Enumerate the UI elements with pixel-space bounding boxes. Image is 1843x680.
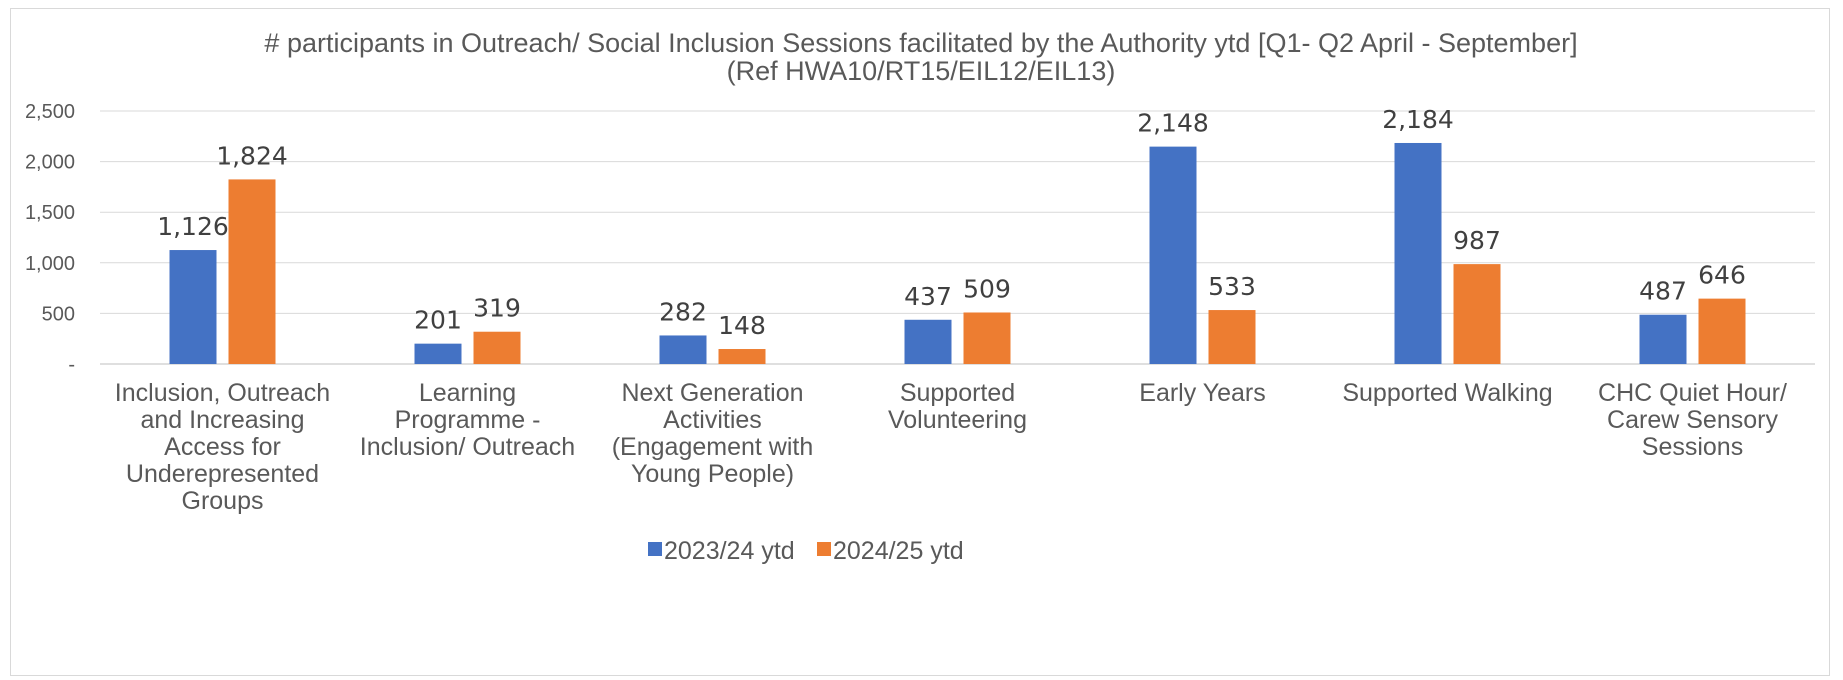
data-label: 487 — [1639, 277, 1687, 306]
data-label: 646 — [1698, 261, 1746, 290]
bar-series2 — [1208, 310, 1256, 364]
category-label: CHC Quiet Hour/Carew Sensory Sessions — [1598, 379, 1787, 461]
bar-series1 — [1149, 146, 1197, 364]
legend: 2023/24 ytd 2024/25 ytd — [648, 537, 964, 565]
category-label-line: Access for — [164, 433, 281, 461]
bar-series2 — [963, 312, 1011, 364]
data-label: 509 — [963, 274, 1011, 303]
data-labels: 1,126 1,824 201 319 282 148 437 509 2,148 533 2,18… — [157, 105, 1746, 340]
category-label-line: Programme - — [395, 406, 541, 434]
category-label-line: Carew Sensory — [1607, 406, 1778, 434]
category-label-line: CHC Quiet Hour/ — [1598, 379, 1787, 407]
y-tick-label: 500 — [42, 303, 75, 325]
category-label-line: Learning — [419, 379, 516, 407]
legend-swatch — [817, 542, 831, 556]
chart-title: # participants in Outreach/ Social Inclu… — [264, 28, 1577, 58]
bars — [169, 142, 1746, 364]
data-label: 2,184 — [1382, 105, 1454, 134]
bar-series1 — [659, 335, 707, 364]
category-label-line: Young People) — [631, 460, 794, 488]
category-label-line: Supported Walking — [1342, 379, 1552, 407]
legend-swatch — [648, 542, 662, 556]
y-tick-label: 1,000 — [25, 253, 75, 275]
bar-series1 — [1639, 314, 1687, 364]
bar-series1 — [904, 319, 952, 364]
bar-series1 — [1394, 142, 1442, 364]
legend-label: 2023/24 ytd — [664, 537, 795, 565]
y-tick-label: 1,500 — [25, 202, 75, 224]
data-label: 437 — [904, 282, 952, 311]
data-label: 533 — [1208, 272, 1256, 301]
data-label: 201 — [414, 306, 462, 335]
y-tick-label: 2,500 — [25, 101, 75, 123]
category-label-line: (Engagement with — [612, 433, 814, 461]
bar-series2 — [1698, 298, 1746, 364]
bar-series1 — [169, 250, 217, 364]
category-label-line: Groups — [182, 487, 264, 515]
bar-series2 — [473, 331, 521, 364]
y-tick-label: 2,000 — [25, 152, 75, 174]
category-label-line: Inclusion/ Outreach — [360, 433, 575, 461]
category-label-line: Early Years — [1139, 379, 1265, 407]
bar-series2 — [718, 349, 766, 364]
category-label: Early Years — [1139, 379, 1265, 407]
y-axis-ticks: - 500 1,000 1,500 2,000 2,500 — [25, 101, 75, 376]
bar-series1 — [414, 343, 462, 364]
gridlines — [100, 110, 1815, 365]
bar-series2 — [228, 179, 276, 364]
category-label-line: Sessions — [1642, 433, 1743, 461]
data-label: 1,824 — [216, 141, 288, 170]
category-label-line: Next Generation — [621, 379, 803, 407]
bar-series2 — [1453, 264, 1501, 364]
legend-label: 2024/25 ytd — [833, 537, 964, 565]
category-label: Supported Walking — [1342, 379, 1552, 407]
category-label-line: Activities — [663, 406, 762, 434]
data-label: 987 — [1453, 226, 1501, 255]
data-label: 148 — [718, 311, 766, 340]
category-label: Supported Volunteering — [888, 379, 1027, 434]
category-label: Learning Programme -Inclusion/ Outreach — [360, 379, 575, 461]
category-labels: Inclusion, Outreach and Increasing Access … — [115, 379, 1787, 515]
category-label-line: Supported — [900, 379, 1015, 407]
category-label-line: and Increasing — [140, 406, 304, 434]
category-label-line: Volunteering — [888, 406, 1027, 434]
data-label: 1,126 — [157, 212, 229, 241]
data-label: 319 — [473, 294, 521, 323]
category-label: Inclusion, Outreach and Increasing Access … — [115, 379, 330, 515]
data-label: 282 — [659, 297, 707, 326]
data-label: 2,148 — [1137, 109, 1209, 138]
y-tick-label: - — [68, 354, 75, 376]
category-label-line: Underepresented — [126, 460, 319, 488]
category-label-line: Inclusion, Outreach — [115, 379, 330, 407]
category-label: Next Generation Activities (Engagement wit… — [612, 379, 814, 488]
chart-subtitle: (Ref HWA10/RT15/EIL12/EIL13) — [727, 56, 1116, 86]
